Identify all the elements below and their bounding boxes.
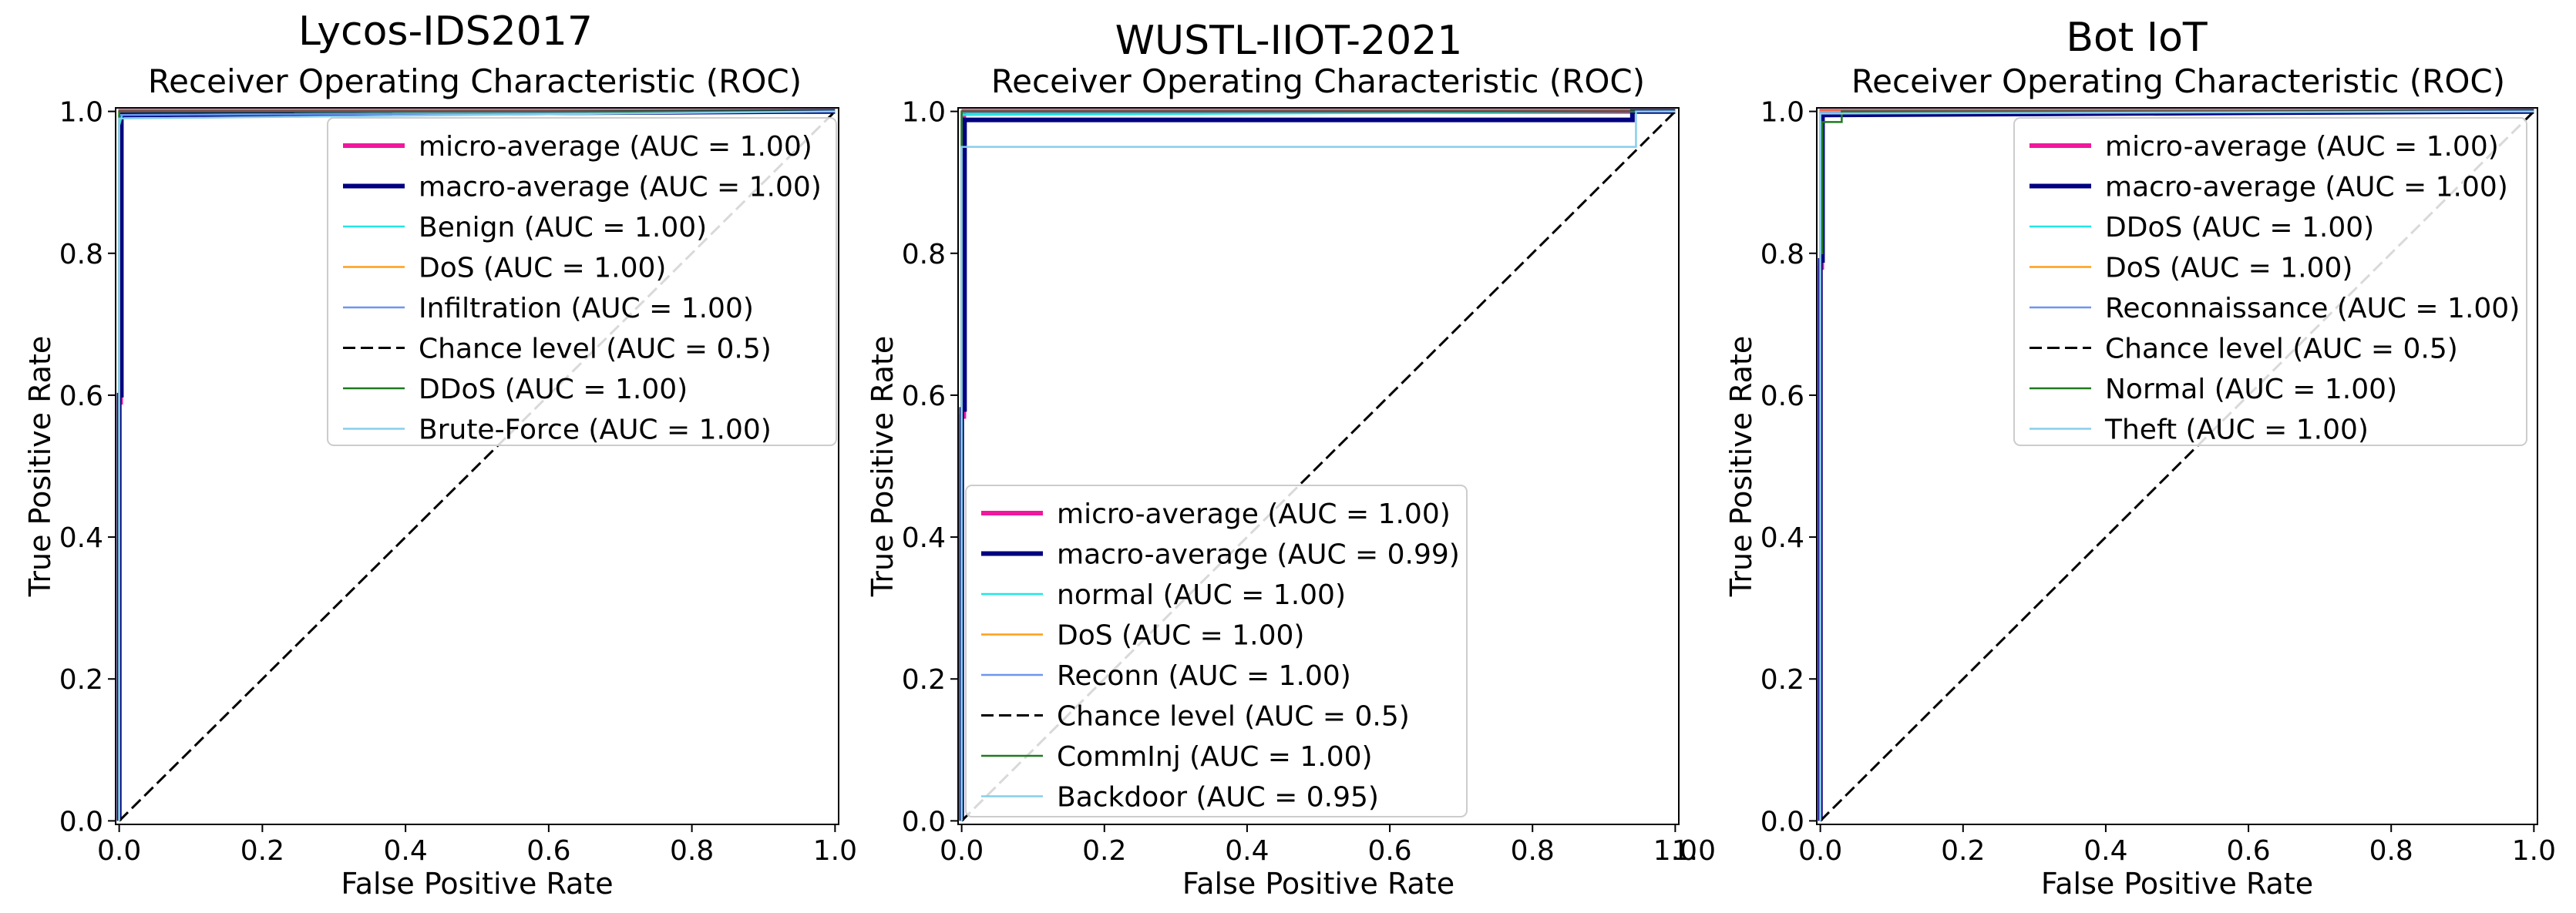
legend-label-8: Brute-Force (AUC = 1.00) bbox=[419, 415, 772, 446]
legend-label-8: Backdoor (AUC = 0.95) bbox=[1057, 782, 1379, 814]
y-tick-label: 0.6 bbox=[902, 381, 946, 412]
y-tick-label: 0.2 bbox=[59, 664, 103, 696]
x-tick-label: 1.0 bbox=[1653, 835, 1697, 867]
roc-panel-1: Lycos-IDS2017 Receiver Operating Characte… bbox=[23, 8, 857, 901]
y-axis-label: True Positive Rate bbox=[1724, 336, 1758, 598]
y-tick-label: 0.0 bbox=[902, 806, 946, 837]
legend-label-5: Infiltration (AUC = 1.00) bbox=[419, 293, 754, 324]
x-tick-label: 0.6 bbox=[2226, 835, 2270, 867]
x-tick-label: 1.0 bbox=[2512, 835, 2556, 867]
x-tick-label-extra: 1.0 bbox=[1672, 835, 1716, 867]
legend: micro-average (AUC = 1.00) macro-average … bbox=[965, 485, 1468, 817]
series-line-8 bbox=[960, 110, 1676, 821]
x-tick-label: 0.6 bbox=[1367, 835, 1411, 867]
legend-label-3: normal (AUC = 1.00) bbox=[1057, 579, 1346, 611]
x-tick-label: 0.2 bbox=[1082, 835, 1126, 867]
chart-title: Receiver Operating Characteristic (ROC) bbox=[1851, 62, 2505, 100]
legend: micro-average (AUC = 1.00) macro-average … bbox=[2013, 117, 2527, 446]
y-tick-label: 0.2 bbox=[1760, 664, 1804, 696]
x-axis-label: False Positive Rate bbox=[1182, 867, 1454, 901]
y-tick-label: 0.0 bbox=[59, 806, 103, 837]
x-tick-label: 0.8 bbox=[1511, 835, 1555, 867]
y-tick-label: 1.0 bbox=[1760, 97, 1804, 129]
legend-label-3: Benign (AUC = 1.00) bbox=[419, 212, 707, 243]
legend-label-5: Reconnaissance (AUC = 1.00) bbox=[2105, 293, 2520, 324]
legend-label-1: micro-average (AUC = 1.00) bbox=[419, 131, 812, 163]
legend-box bbox=[2013, 117, 2527, 446]
x-tick-label: 0.0 bbox=[97, 835, 141, 867]
x-axis-label: False Positive Rate bbox=[341, 867, 613, 901]
legend-label-1: micro-average (AUC = 1.00) bbox=[2105, 131, 2499, 163]
axes-frame bbox=[957, 107, 1680, 825]
y-axis-label: True Positive Rate bbox=[866, 336, 900, 598]
y-tick-label: 1.0 bbox=[902, 97, 946, 129]
legend-label-6: Chance level (AUC = 0.5) bbox=[2105, 334, 2458, 365]
axes-frame bbox=[1816, 107, 2538, 825]
series-line-8 bbox=[1819, 110, 2534, 821]
series-group bbox=[959, 109, 1676, 822]
series-group bbox=[1818, 109, 2535, 822]
x-tick-label: 1.0 bbox=[813, 835, 857, 867]
legend-label-4: DoS (AUC = 1.00) bbox=[2105, 253, 2352, 284]
y-tick-label: 0.4 bbox=[902, 522, 946, 554]
y-tick-label: 0.8 bbox=[1760, 239, 1804, 270]
y-tick-label: 0.6 bbox=[1760, 381, 1804, 412]
legend-label-7: Normal (AUC = 1.00) bbox=[2105, 374, 2397, 405]
legend-label-2: macro-average (AUC = 1.00) bbox=[2105, 172, 2508, 203]
y-tick-label: 0.4 bbox=[59, 522, 103, 554]
x-tick-label: 0.0 bbox=[1798, 835, 1842, 867]
legend-label-8: Theft (AUC = 1.00) bbox=[2104, 415, 2369, 446]
y-tick-label: 0.8 bbox=[902, 239, 946, 270]
x-tick-label: 0.8 bbox=[670, 835, 714, 867]
y-tick-label: 0.8 bbox=[59, 239, 103, 270]
x-tick-label: 0.8 bbox=[2369, 835, 2413, 867]
legend-label-1: micro-average (AUC = 1.00) bbox=[1057, 498, 1451, 530]
chart-title: Receiver Operating Characteristic (ROC) bbox=[148, 62, 802, 100]
x-axis-label: False Positive Rate bbox=[2041, 867, 2313, 901]
legend-label-6: Chance level (AUC = 0.5) bbox=[419, 334, 772, 365]
legend-box bbox=[965, 485, 1468, 817]
y-tick-label: 0.4 bbox=[1760, 522, 1804, 554]
x-tick-label: 0.4 bbox=[383, 835, 427, 867]
legend-label-6: Chance level (AUC = 0.5) bbox=[1057, 701, 1410, 733]
legend-label-2: macro-average (AUC = 0.99) bbox=[1057, 539, 1460, 571]
y-tick-label: 0.0 bbox=[1760, 806, 1804, 837]
chart-title: Receiver Operating Characteristic (ROC) bbox=[991, 62, 1645, 100]
legend-label-7: DDoS (AUC = 1.00) bbox=[419, 374, 688, 405]
x-tick-label: 0.6 bbox=[526, 835, 570, 867]
legend-label-4: DoS (AUC = 1.00) bbox=[1057, 620, 1304, 652]
dataset-title: Bot IoT bbox=[2066, 15, 2208, 61]
y-tick-label: 1.0 bbox=[59, 97, 103, 129]
x-tick-label: 0.2 bbox=[1941, 835, 1985, 867]
series-line-8 bbox=[118, 110, 836, 821]
y-tick-label: 0.6 bbox=[59, 381, 103, 412]
dataset-title: Lycos-IDS2017 bbox=[298, 8, 593, 55]
axes-frame bbox=[115, 107, 839, 825]
y-tick-label: 0.2 bbox=[902, 664, 946, 696]
dataset-title: WUSTL-IIOT-2021 bbox=[1115, 18, 1463, 64]
x-tick-label: 0.0 bbox=[940, 835, 984, 867]
x-tick-label: 0.4 bbox=[2083, 835, 2127, 867]
x-tick-label: 0.2 bbox=[240, 835, 284, 867]
legend-label-4: DoS (AUC = 1.00) bbox=[419, 253, 666, 284]
legend-box bbox=[327, 117, 837, 446]
legend: micro-average (AUC = 1.00) macro-average … bbox=[327, 117, 837, 446]
x-tick-label: 0.4 bbox=[1225, 835, 1269, 867]
legend-label-3: DDoS (AUC = 1.00) bbox=[2105, 212, 2374, 243]
y-axis-label: True Positive Rate bbox=[23, 336, 57, 598]
legend-label-2: macro-average (AUC = 1.00) bbox=[419, 172, 822, 203]
legend-label-7: CommInj (AUC = 1.00) bbox=[1057, 741, 1373, 773]
legend-label-5: Reconn (AUC = 1.00) bbox=[1057, 660, 1351, 692]
